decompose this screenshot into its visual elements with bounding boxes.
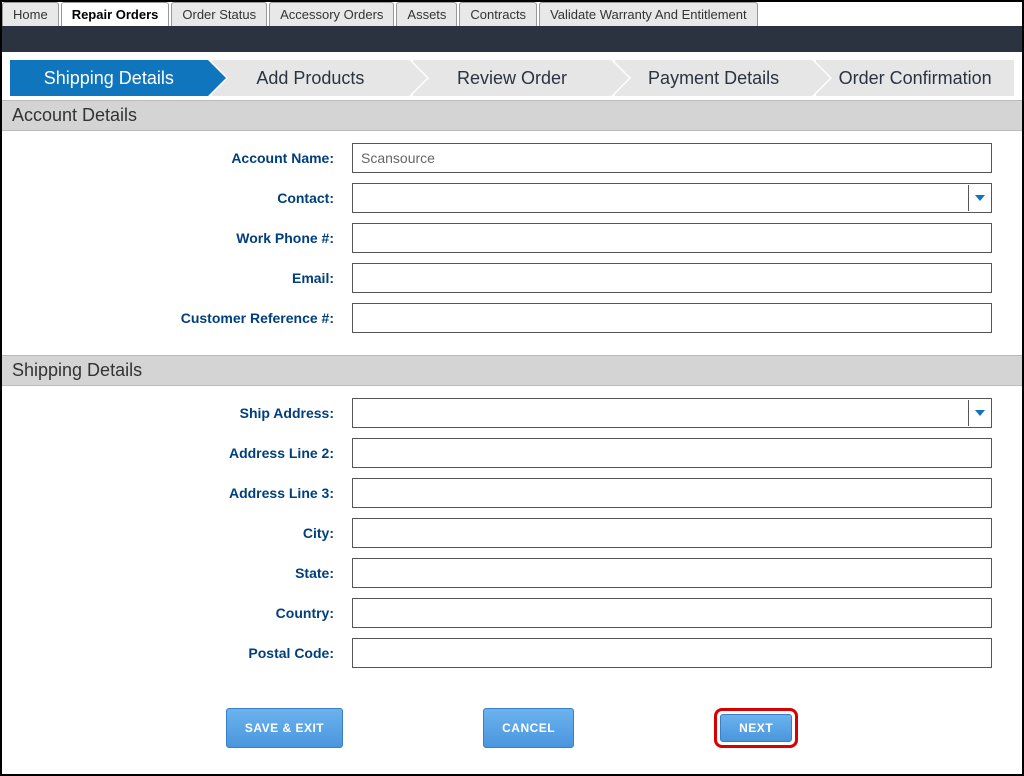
row-address-line-2: Address Line 2: [12, 438, 992, 468]
save-exit-button[interactable]: SAVE & EXIT [226, 708, 343, 748]
tab-accessory-orders[interactable]: Accessory Orders [269, 2, 394, 26]
input-account-name[interactable] [352, 143, 992, 173]
dropdown-arrow-contact[interactable] [968, 185, 990, 211]
shipping-form: Ship Address: Address Line 2: Address Li… [2, 386, 1022, 690]
input-customer-ref[interactable] [352, 303, 992, 333]
input-country[interactable] [352, 598, 992, 628]
next-button-highlight: NEXT [714, 708, 798, 748]
input-postal-code[interactable] [352, 638, 992, 668]
input-email[interactable] [352, 263, 992, 293]
label-email: Email: [12, 270, 352, 286]
cancel-button[interactable]: CANCEL [483, 708, 574, 748]
row-postal-code: Postal Code: [12, 638, 992, 668]
next-button[interactable]: NEXT [720, 714, 792, 742]
row-customer-ref: Customer Reference #: [12, 303, 992, 333]
label-customer-ref: Customer Reference #: [12, 310, 352, 326]
step-payment-details[interactable]: Payment Details [615, 60, 813, 96]
section-header-shipping: Shipping Details [2, 355, 1022, 386]
label-ship-address: Ship Address: [12, 405, 352, 421]
row-country: Country: [12, 598, 992, 628]
input-city[interactable] [352, 518, 992, 548]
input-address-line-3[interactable] [352, 478, 992, 508]
row-work-phone: Work Phone #: [12, 223, 992, 253]
step-order-confirmation[interactable]: Order Confirmation [816, 60, 1014, 96]
wizard-steps: Shipping Details Add Products Review Ord… [2, 52, 1022, 100]
label-account-name: Account Name: [12, 150, 352, 166]
input-state[interactable] [352, 558, 992, 588]
chevron-down-icon [975, 195, 985, 201]
input-contact[interactable] [352, 183, 992, 213]
tab-order-status[interactable]: Order Status [171, 2, 267, 26]
app-window: Home Repair Orders Order Status Accessor… [0, 0, 1024, 776]
label-country: Country: [12, 605, 352, 621]
step-shipping-details[interactable]: Shipping Details [10, 60, 208, 96]
row-city: City: [12, 518, 992, 548]
account-form: Account Name: Contact: Work Phone #: Ema… [2, 131, 1022, 355]
top-tabs: Home Repair Orders Order Status Accessor… [2, 2, 1022, 26]
step-add-products[interactable]: Add Products [212, 60, 410, 96]
tab-assets[interactable]: Assets [396, 2, 457, 26]
label-postal-code: Postal Code: [12, 645, 352, 661]
input-ship-address[interactable] [352, 398, 992, 428]
tab-home[interactable]: Home [2, 2, 59, 26]
tab-repair-orders[interactable]: Repair Orders [61, 2, 170, 26]
row-ship-address: Ship Address: [12, 398, 992, 428]
label-state: State: [12, 565, 352, 581]
label-city: City: [12, 525, 352, 541]
label-address-line-2: Address Line 2: [12, 445, 352, 461]
label-work-phone: Work Phone #: [12, 230, 352, 246]
action-buttons: SAVE & EXIT CANCEL NEXT [2, 690, 1022, 774]
dropdown-arrow-ship-address[interactable] [968, 400, 990, 426]
chevron-down-icon [975, 410, 985, 416]
row-account-name: Account Name: [12, 143, 992, 173]
tab-contracts[interactable]: Contracts [459, 2, 537, 26]
row-state: State: [12, 558, 992, 588]
nav-dark-bar [2, 26, 1022, 52]
label-contact: Contact: [12, 190, 352, 206]
row-address-line-3: Address Line 3: [12, 478, 992, 508]
input-address-line-2[interactable] [352, 438, 992, 468]
step-review-order[interactable]: Review Order [413, 60, 611, 96]
label-address-line-3: Address Line 3: [12, 485, 352, 501]
section-header-account: Account Details [2, 100, 1022, 131]
input-work-phone[interactable] [352, 223, 992, 253]
row-contact: Contact: [12, 183, 992, 213]
row-email: Email: [12, 263, 992, 293]
tab-validate-warranty[interactable]: Validate Warranty And Entitlement [539, 2, 758, 26]
